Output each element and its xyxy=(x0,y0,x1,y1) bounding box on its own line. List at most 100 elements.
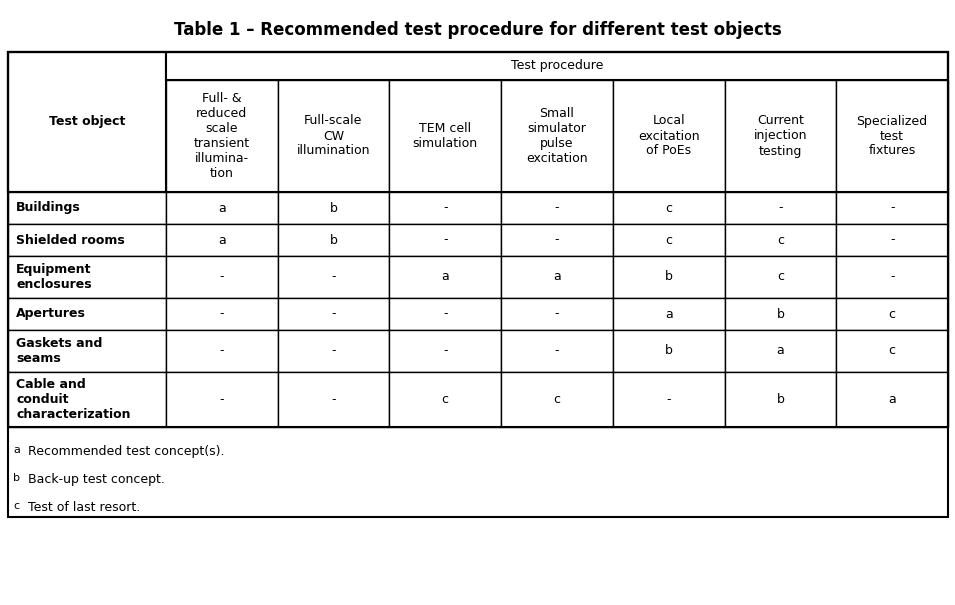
Bar xyxy=(8,298,166,330)
Text: Buildings: Buildings xyxy=(16,201,81,215)
Text: -: - xyxy=(220,270,223,284)
Text: Small
simulator
pulse
excitation: Small simulator pulse excitation xyxy=(526,107,587,165)
Bar xyxy=(613,330,725,372)
Text: -: - xyxy=(443,201,447,215)
Text: c: c xyxy=(13,501,19,511)
Bar xyxy=(278,256,390,298)
Bar xyxy=(837,224,948,256)
Text: Local
excitation
of PoEs: Local excitation of PoEs xyxy=(638,114,699,157)
Bar xyxy=(278,330,390,372)
Text: b: b xyxy=(329,201,337,215)
Text: -: - xyxy=(443,344,447,358)
Bar xyxy=(501,224,613,256)
Text: Test object: Test object xyxy=(49,116,125,128)
Text: Back-up test concept.: Back-up test concept. xyxy=(28,473,165,486)
Text: -: - xyxy=(331,344,335,358)
Bar xyxy=(613,372,725,427)
Text: -: - xyxy=(555,307,559,321)
Text: -: - xyxy=(555,344,559,358)
Bar xyxy=(8,330,166,372)
Bar xyxy=(501,330,613,372)
Bar xyxy=(8,52,948,517)
Bar xyxy=(166,224,278,256)
Text: -: - xyxy=(778,201,783,215)
Text: Table 1 – Recommended test procedure for different test objects: Table 1 – Recommended test procedure for… xyxy=(174,21,781,39)
Text: c: c xyxy=(665,201,672,215)
Text: a: a xyxy=(888,393,896,406)
Text: c: c xyxy=(776,234,784,246)
Bar xyxy=(837,80,948,192)
Bar xyxy=(837,330,948,372)
Bar xyxy=(837,372,948,427)
Bar xyxy=(725,224,837,256)
Text: -: - xyxy=(890,270,895,284)
Bar xyxy=(166,192,278,224)
Text: -: - xyxy=(890,234,895,246)
Bar xyxy=(725,192,837,224)
Text: a: a xyxy=(218,234,225,246)
Text: Gaskets and
seams: Gaskets and seams xyxy=(16,337,102,365)
Text: c: c xyxy=(441,393,449,406)
Text: Apertures: Apertures xyxy=(16,307,86,321)
Bar xyxy=(837,298,948,330)
Text: c: c xyxy=(888,344,896,358)
Bar xyxy=(837,256,948,298)
Text: b: b xyxy=(13,473,20,483)
Text: Cable and
conduit
characterization: Cable and conduit characterization xyxy=(16,378,131,421)
Text: -: - xyxy=(555,234,559,246)
Bar xyxy=(613,224,725,256)
Text: a: a xyxy=(665,307,672,321)
Text: -: - xyxy=(220,307,223,321)
Bar xyxy=(725,256,837,298)
Bar xyxy=(8,256,166,298)
Bar xyxy=(725,80,837,192)
Bar xyxy=(613,192,725,224)
Text: Equipment
enclosures: Equipment enclosures xyxy=(16,263,92,291)
Bar xyxy=(166,256,278,298)
Text: Recommended test concept(s).: Recommended test concept(s). xyxy=(28,445,224,458)
Text: b: b xyxy=(776,393,784,406)
Bar xyxy=(613,298,725,330)
Bar xyxy=(278,298,390,330)
Bar xyxy=(501,256,613,298)
Text: -: - xyxy=(667,393,670,406)
Text: a: a xyxy=(776,344,784,358)
Text: Full- &
reduced
scale
transient
illumina-
tion: Full- & reduced scale transient illumina… xyxy=(194,92,249,180)
Bar xyxy=(390,256,501,298)
Text: -: - xyxy=(220,344,223,358)
Bar xyxy=(8,52,166,192)
Bar xyxy=(725,330,837,372)
Text: -: - xyxy=(220,393,223,406)
Text: a: a xyxy=(13,445,20,455)
Text: -: - xyxy=(890,201,895,215)
Text: c: c xyxy=(888,307,896,321)
Bar xyxy=(278,80,390,192)
Bar xyxy=(390,298,501,330)
Text: Test procedure: Test procedure xyxy=(511,59,603,73)
Text: -: - xyxy=(331,393,335,406)
Bar xyxy=(278,372,390,427)
Text: b: b xyxy=(776,307,784,321)
Text: c: c xyxy=(776,270,784,284)
Text: -: - xyxy=(331,307,335,321)
Bar xyxy=(613,256,725,298)
Bar xyxy=(501,372,613,427)
Bar xyxy=(390,372,501,427)
Text: c: c xyxy=(665,234,672,246)
Text: b: b xyxy=(329,234,337,246)
Bar xyxy=(837,192,948,224)
Bar xyxy=(390,330,501,372)
Bar xyxy=(8,224,166,256)
Bar xyxy=(501,298,613,330)
Bar xyxy=(166,330,278,372)
Bar xyxy=(166,372,278,427)
Bar xyxy=(278,192,390,224)
Text: a: a xyxy=(441,270,449,284)
Text: Shielded rooms: Shielded rooms xyxy=(16,234,125,246)
Bar xyxy=(390,80,501,192)
Bar xyxy=(166,80,278,192)
Bar xyxy=(8,52,948,427)
Bar xyxy=(390,192,501,224)
Text: b: b xyxy=(665,270,672,284)
Bar xyxy=(8,192,166,224)
